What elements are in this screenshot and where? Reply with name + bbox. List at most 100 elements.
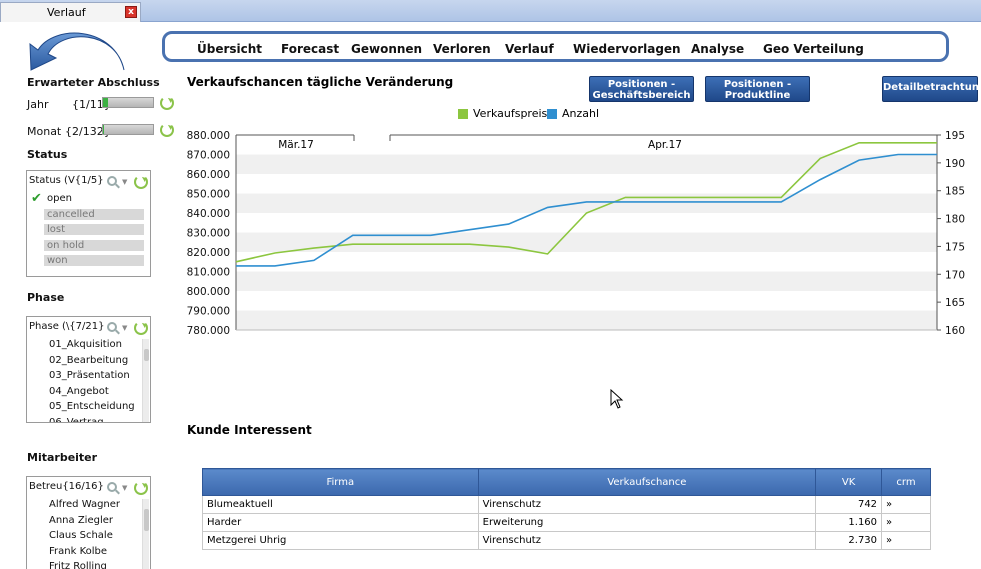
nav-wiedervorlagen[interactable]: Wiedervorlagen (573, 42, 681, 56)
phase-scrollbar[interactable] (142, 339, 149, 422)
chart-title: Verkaufschancen tägliche Veränderung (187, 75, 454, 89)
cell-verkaufschance: Virenschutz (477, 531, 817, 550)
nav-verloren[interactable]: Verloren (433, 42, 491, 56)
legend-swatch-verkaufspreis (458, 109, 468, 119)
positions-product-button[interactable]: Positionen - Produktline (705, 76, 810, 102)
button-line-2: Geschäftsbereich (592, 90, 691, 101)
y-tick-right: 185 (945, 186, 965, 198)
staff-item[interactable]: Frank Kolbe (49, 545, 108, 557)
y-tick-left: 810.000 (187, 267, 230, 279)
y-tick-right: 175 (945, 241, 965, 253)
close-icon[interactable]: x (125, 6, 137, 18)
grid-band (236, 310, 937, 330)
staff-item[interactable]: Fritz Rolling (49, 561, 107, 569)
phase-item[interactable]: 04_Angebot (49, 385, 109, 397)
tab-verlauf[interactable]: Verlauf x (0, 2, 141, 22)
cell-crm[interactable]: » (881, 531, 931, 550)
col-vk[interactable]: VK (815, 468, 883, 496)
refresh-icon[interactable] (134, 175, 148, 189)
phase-item[interactable]: 06_Vertrag (49, 416, 104, 423)
legend-swatch-anzahl (547, 109, 557, 119)
month-label: Monat (27, 125, 62, 138)
staff-scrollbar[interactable] (142, 499, 149, 569)
y-tick-right: 180 (945, 214, 965, 226)
y-tick-left: 860.000 (187, 169, 230, 181)
chevron-down-icon[interactable]: ▼ (122, 324, 128, 332)
chevron-down-icon[interactable]: ▼ (122, 178, 128, 186)
phase-item[interactable]: 02_Bearbeitung (49, 354, 129, 366)
table-row[interactable]: Blumeaktuell Virenschutz 742» (202, 495, 931, 514)
main-nav: Übersicht Forecast Gewonnen Verloren Ver… (162, 31, 949, 62)
staff-item[interactable]: Anna Ziegler (49, 514, 113, 526)
y-tick-right: 165 (945, 297, 965, 309)
status-item[interactable]: lost (44, 224, 144, 235)
y-tick-right: 195 (945, 130, 965, 142)
back-arrow-icon[interactable] (26, 30, 126, 72)
positions-business-button[interactable]: Positionen - Geschäftsbereich (589, 76, 694, 102)
status-title: Status (27, 148, 68, 161)
status-item[interactable]: on hold (44, 239, 144, 251)
y-tick-right: 190 (945, 158, 965, 170)
table-title: Kunde Interessent (187, 423, 312, 437)
cell-crm[interactable]: » (881, 513, 931, 532)
line-chart: 880.000 870.000 860.000 850.000 840.000 830.0… (187, 130, 965, 337)
grid-band (236, 193, 937, 213)
staff-item[interactable]: Alfred Wagner (49, 499, 121, 510)
nav-forecast[interactable]: Forecast (281, 42, 340, 56)
nav-analyse[interactable]: Analyse (691, 42, 745, 56)
status-item[interactable]: cancelled (44, 208, 144, 220)
status-filter: Status (V{1/5} ▼ ✔ open cancelled lost on h… (26, 170, 151, 277)
grid-band (236, 291, 937, 311)
status-item[interactable]: won (44, 255, 144, 266)
search-icon[interactable] (107, 176, 117, 186)
y-tick-left: 850.000 (187, 189, 230, 201)
month-label: Apr.17 (648, 139, 682, 151)
phase-item[interactable]: 05_Entscheidung (49, 401, 135, 412)
legend-anzahl: Anzahl (562, 107, 600, 120)
phase-item[interactable]: 01_Akquisition (49, 339, 122, 350)
refresh-icon[interactable] (134, 481, 148, 495)
nav-geo-verteilung[interactable]: Geo Verteilung (763, 42, 864, 56)
month-value[interactable]: {2/132} (65, 125, 111, 138)
y-tick-left: 880.000 (187, 130, 230, 142)
refresh-icon[interactable] (160, 123, 174, 137)
nav-uebersicht[interactable]: Übersicht (197, 42, 263, 56)
year-value[interactable]: {1/11} (72, 98, 111, 111)
cell-crm[interactable]: » (881, 495, 931, 514)
cell-firma: Metzgerei Uhrig (202, 531, 479, 550)
cell-firma: Blumeaktuell (202, 495, 479, 514)
year-label: Jahr (27, 98, 49, 111)
search-icon[interactable] (107, 322, 117, 332)
refresh-icon[interactable] (160, 96, 174, 110)
month-label: Mär.17 (278, 139, 314, 151)
cell-vk: 742 (815, 495, 883, 514)
nav-gewonnen[interactable]: Gewonnen (351, 42, 423, 56)
table-row[interactable]: Metzgerei Uhrig Virenschutz 2.730» (202, 531, 931, 550)
chevron-down-icon[interactable]: ▼ (122, 484, 128, 492)
col-crm[interactable]: crm (881, 468, 931, 496)
phase-item[interactable]: 03_Präsentation (49, 370, 130, 381)
nav-verlauf[interactable]: Verlauf (505, 42, 554, 56)
status-item[interactable]: open (47, 193, 72, 204)
tab-label: Verlauf (47, 6, 86, 19)
phase-filter: Phase (\{7/21} ▼ 01_Akquisition 02_Bearbe… (26, 316, 151, 423)
status-filter-head: Status (V{1/5} (29, 175, 104, 186)
legend-verkaufspreis: Verkaufspreis (473, 107, 548, 120)
grid-band (236, 213, 937, 233)
grid-band (236, 232, 937, 252)
col-firma[interactable]: Firma (202, 468, 479, 496)
y-tick-left: 820.000 (187, 247, 230, 259)
y-tick-left: 870.000 (187, 150, 230, 162)
staff-item[interactable]: Claus Schale (49, 530, 113, 541)
col-verkaufschance[interactable]: Verkaufschance (477, 468, 817, 496)
y-tick-left: 790.000 (187, 306, 230, 318)
refresh-icon[interactable] (134, 321, 148, 335)
month-progress (102, 124, 154, 135)
series-line-verkaufspreis (235, 141, 937, 263)
y-tick-right: 160 (945, 325, 965, 337)
phase-title: Phase (27, 291, 65, 304)
search-icon[interactable] (107, 482, 117, 492)
table-row[interactable]: Harder Erweiterung 1.160» (202, 513, 931, 532)
detail-button[interactable]: Detailbetrachtung (882, 76, 981, 102)
